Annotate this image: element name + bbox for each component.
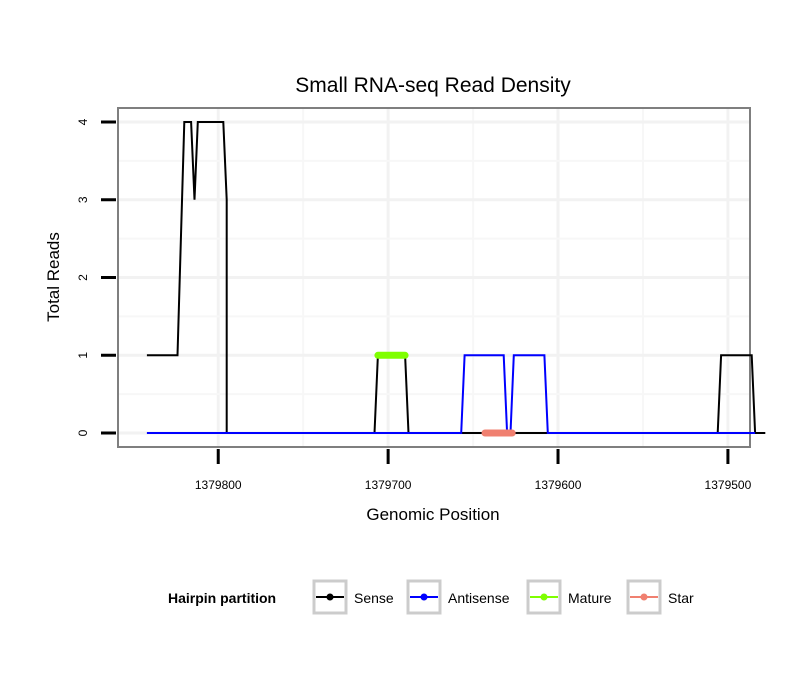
legend-items: Sense Antisense Mature Star <box>312 579 694 615</box>
axis-layer: 1379800 1379700 1379600 1379500 0 1 2 3 4 <box>76 118 752 492</box>
legend-dot-mature <box>540 593 548 601</box>
y-tick-label: 4 <box>76 118 90 125</box>
x-axis-title: Genomic Position <box>366 505 499 524</box>
legend-label-star: Star <box>668 590 694 606</box>
grid-lines <box>119 109 749 446</box>
legend-dot-sense <box>326 593 334 601</box>
y-axis-title: Total Reads <box>44 232 63 322</box>
legend-title: Hairpin partition <box>168 590 276 606</box>
y-tick-label: 3 <box>76 196 90 203</box>
y-tick-label: 0 <box>76 429 90 436</box>
x-tick-label: 1379700 <box>365 478 412 492</box>
series-layer <box>146 121 766 437</box>
x-tick-label: 1379800 <box>195 478 242 492</box>
x-tick-label: 1379500 <box>705 478 752 492</box>
legend-dot-antisense <box>420 593 428 601</box>
y-tick-label: 2 <box>76 274 90 281</box>
x-tick-label: 1379600 <box>535 478 582 492</box>
chart-title: Small RNA-seq Read Density <box>295 74 571 97</box>
legend-label-sense: Sense <box>354 590 394 606</box>
legend: Hairpin partition Sense Antisense Mature St… <box>168 579 694 615</box>
legend-label-mature: Mature <box>568 590 612 606</box>
legend-dot-star <box>640 593 648 601</box>
legend-label-antisense: Antisense <box>448 590 510 606</box>
y-tick-label: 1 <box>76 352 90 359</box>
